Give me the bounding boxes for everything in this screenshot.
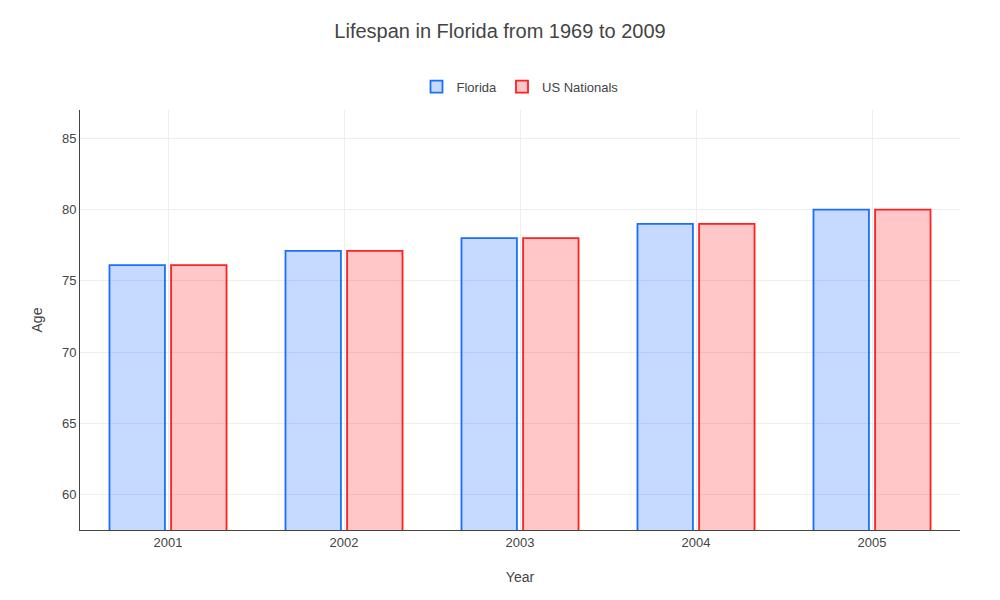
svg-text:2003: 2003 bbox=[506, 535, 535, 550]
svg-text:Age: Age bbox=[29, 307, 45, 332]
svg-text:2004: 2004 bbox=[682, 535, 711, 550]
svg-text:70: 70 bbox=[62, 345, 76, 360]
svg-text:2001: 2001 bbox=[154, 535, 183, 550]
svg-text:80: 80 bbox=[62, 202, 76, 217]
svg-text:65: 65 bbox=[62, 416, 76, 431]
svg-text:US Nationals: US Nationals bbox=[542, 80, 618, 95]
svg-text:75: 75 bbox=[62, 273, 76, 288]
svg-text:Lifespan in Florida from 1969: Lifespan in Florida from 1969 to 2009 bbox=[334, 20, 665, 42]
svg-text:2005: 2005 bbox=[858, 535, 887, 550]
svg-text:2002: 2002 bbox=[330, 535, 359, 550]
svg-text:60: 60 bbox=[62, 487, 76, 502]
svg-text:Florida: Florida bbox=[457, 80, 498, 95]
svg-text:Year: Year bbox=[506, 569, 535, 585]
svg-text:85: 85 bbox=[62, 131, 76, 146]
